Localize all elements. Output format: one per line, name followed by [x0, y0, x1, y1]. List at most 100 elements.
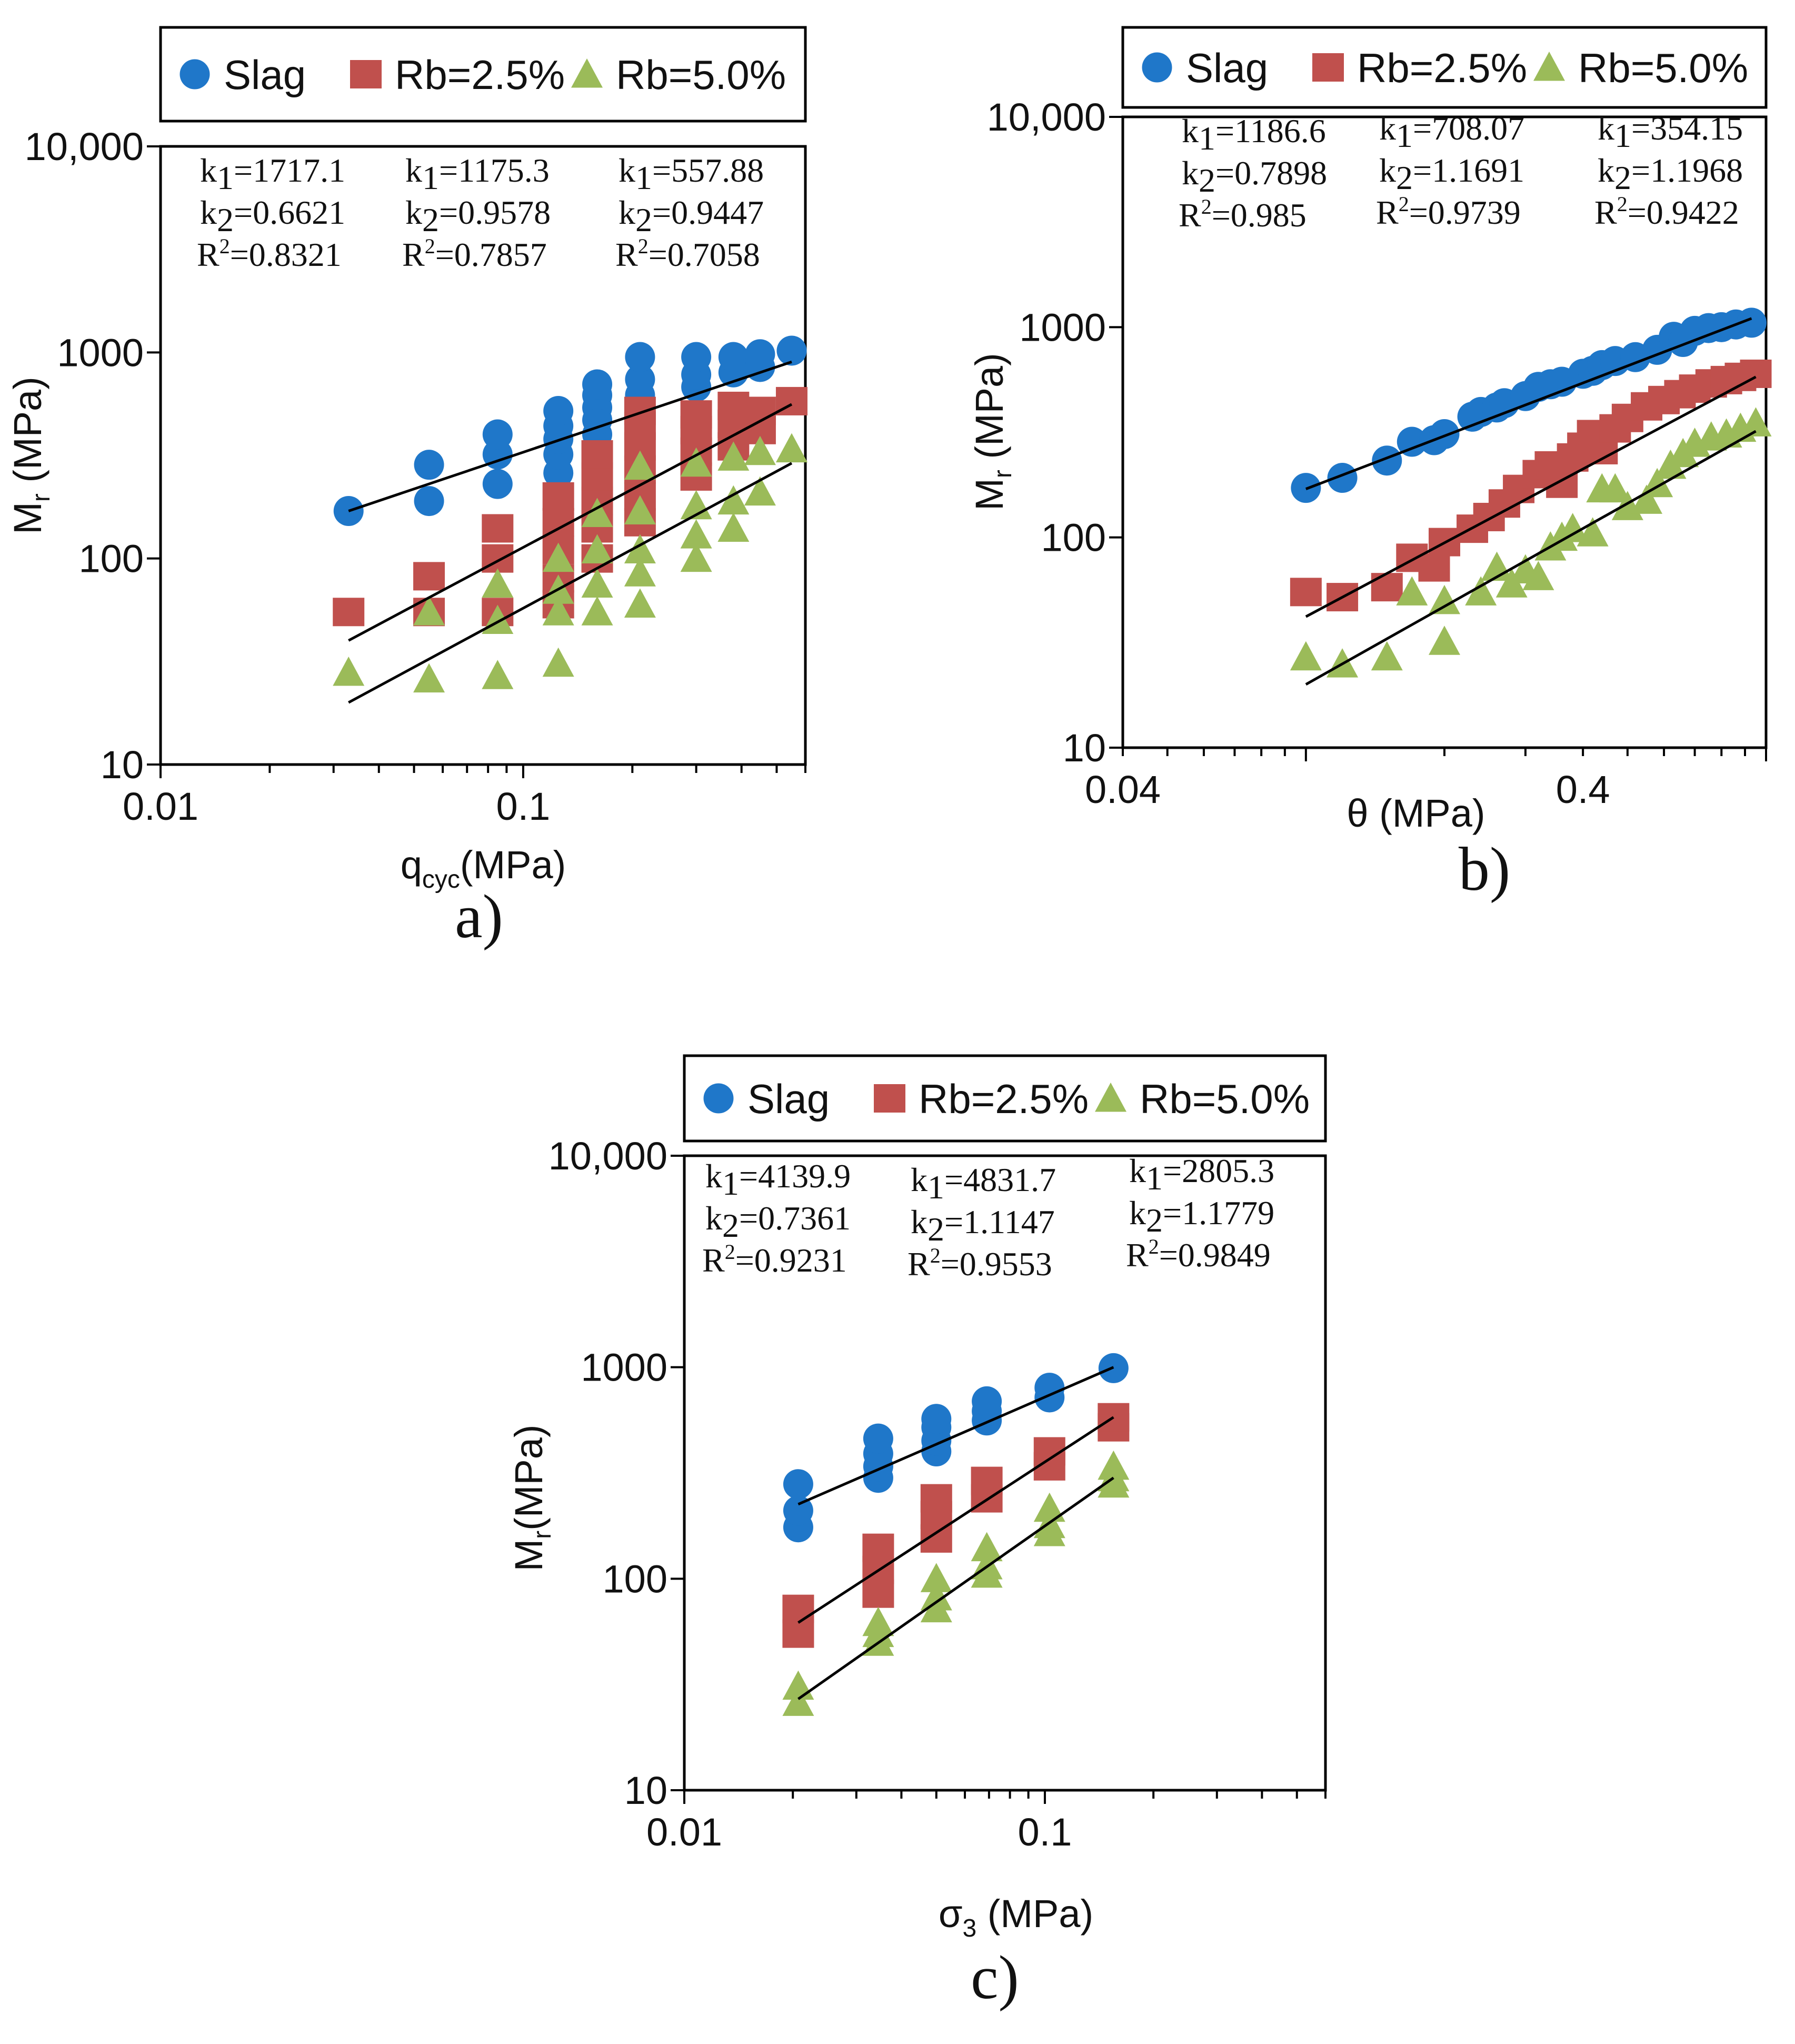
data-point-circle — [681, 342, 712, 372]
data-point-circle — [414, 486, 444, 517]
data-point-triangle — [680, 447, 712, 477]
data-point-circle — [783, 1495, 813, 1526]
data-point-square — [782, 1619, 814, 1648]
data-point-triangle — [542, 596, 574, 626]
legend-label-3: Rb=5.0% — [1578, 45, 1748, 91]
y-tick-label: 10 — [101, 743, 144, 787]
annotation-line: k1=1175.3 — [405, 152, 550, 196]
legend-label-2: Rb=2.5% — [395, 52, 565, 98]
data-point-square — [333, 598, 365, 627]
annotation-line: R2=0.8321 — [197, 234, 342, 273]
annotation-line: k2=1.1147 — [911, 1203, 1055, 1248]
fit-line-3 — [348, 462, 793, 704]
annotation-line: R2=0.9231 — [702, 1240, 847, 1279]
x-tick-label: 0.4 — [1556, 768, 1610, 811]
fit-line-2 — [1305, 375, 1757, 618]
x-tick-label: 0.04 — [1085, 768, 1161, 811]
y-tick-label: 1000 — [581, 1346, 667, 1390]
data-point-square — [971, 1466, 1003, 1495]
data-point-circle — [482, 419, 513, 450]
data-point-circle — [745, 339, 775, 370]
data-point-circle — [625, 342, 655, 372]
y-tick-label: 10 — [1063, 726, 1106, 770]
data-point-triangle — [920, 1581, 952, 1611]
data-point-triangle — [1522, 561, 1554, 590]
data-point-square — [920, 1484, 952, 1513]
data-point-triangle — [775, 433, 807, 463]
panel-label: a) — [455, 882, 503, 951]
data-point-triangle — [680, 519, 712, 549]
triangle-marker-icon — [1095, 1083, 1126, 1112]
legend-label-1: Slag — [1186, 45, 1268, 91]
legend: Slag Rb=2.5% Rb=5.0% — [683, 1054, 1327, 1143]
data-point-triangle — [1371, 641, 1403, 671]
data-point-triangle — [744, 435, 776, 465]
data-point-triangle — [581, 568, 613, 598]
data-point-square — [782, 1594, 814, 1623]
data-point-triangle — [624, 557, 656, 587]
chart-panel-2: Slag Rb=2.5% Rb=5.0% 10 100 1000 10,000 0.04 0.4… — [968, 26, 1772, 904]
annotation-line: k1=354.15 — [1598, 110, 1743, 154]
annotation-line: k2=0.9447 — [619, 194, 764, 239]
fit-line-2 — [797, 1416, 1114, 1624]
data-point-circle — [718, 342, 749, 372]
data-point-triangle — [744, 476, 776, 506]
annotation-line: k2=1.1779 — [1129, 1194, 1274, 1239]
data-point-circle — [582, 369, 613, 400]
data-point-triangle — [542, 542, 574, 572]
square-marker-icon — [1312, 53, 1344, 82]
circle-marker-icon — [180, 59, 210, 90]
y-tick-label: 10,000 — [987, 95, 1106, 139]
fit-line-1 — [348, 360, 792, 512]
data-point-triangle — [1429, 584, 1460, 614]
data-point-circle — [1429, 419, 1460, 449]
data-point-square — [1418, 553, 1450, 582]
y-tick-label: 100 — [79, 537, 144, 581]
x-tick-label: 0.1 — [496, 785, 550, 828]
x-tick-label: 0.01 — [123, 785, 198, 828]
series-Rb=2.5% — [782, 1403, 1130, 1648]
fit-line-1 — [1305, 317, 1752, 490]
fit-line-2 — [348, 403, 793, 642]
legend-label-2: Rb=2.5% — [919, 1076, 1089, 1122]
data-point-square — [581, 440, 613, 469]
annotation-line: k2=0.7898 — [1182, 154, 1327, 199]
data-point-triangle — [624, 588, 656, 618]
y-tick-label: 1000 — [1019, 305, 1106, 349]
y-tick-label: 1000 — [57, 331, 144, 374]
data-point-triangle — [1396, 576, 1428, 606]
triangle-marker-icon — [1533, 52, 1565, 81]
series-Rb=5.0% — [333, 433, 807, 693]
chart-panel-3: Slag Rb=2.5% Rb=5.0% 10 100 1000 10,000 0.01 0.1… — [507, 1054, 1327, 2012]
y-tick-label: 100 — [1041, 516, 1106, 560]
data-point-square — [717, 391, 750, 420]
data-point-triangle — [1577, 517, 1609, 547]
circle-marker-icon — [703, 1083, 734, 1114]
legend-box — [159, 26, 807, 123]
legend: Slag Rb=2.5% Rb=5.0% — [159, 26, 807, 123]
data-point-triangle — [482, 568, 514, 598]
data-point-circle — [414, 450, 444, 480]
data-point-triangle — [1740, 407, 1772, 436]
data-point-square — [862, 1533, 894, 1562]
data-point-triangle — [1465, 576, 1497, 606]
y-axis-label: Mr(MPa) — [507, 1424, 556, 1571]
y-axis-label: Mr (MPa) — [6, 376, 55, 534]
y-tick-label: 10 — [624, 1769, 667, 1812]
y-axis-label: Mr (MPa) — [968, 353, 1017, 511]
data-point-triangle — [680, 542, 712, 572]
annotation-line: k2=1.1968 — [1598, 152, 1743, 196]
data-point-circle — [921, 1404, 952, 1434]
data-point-triangle — [581, 498, 613, 528]
annotation-line: k2=0.9578 — [405, 194, 551, 239]
data-point-circle — [1736, 307, 1767, 338]
legend-label-3: Rb=5.0% — [616, 52, 786, 98]
data-point-triangle — [624, 450, 656, 480]
series-Slag — [333, 335, 807, 526]
x-tick-label: 0.1 — [1018, 1810, 1072, 1854]
data-point-circle — [482, 469, 513, 499]
